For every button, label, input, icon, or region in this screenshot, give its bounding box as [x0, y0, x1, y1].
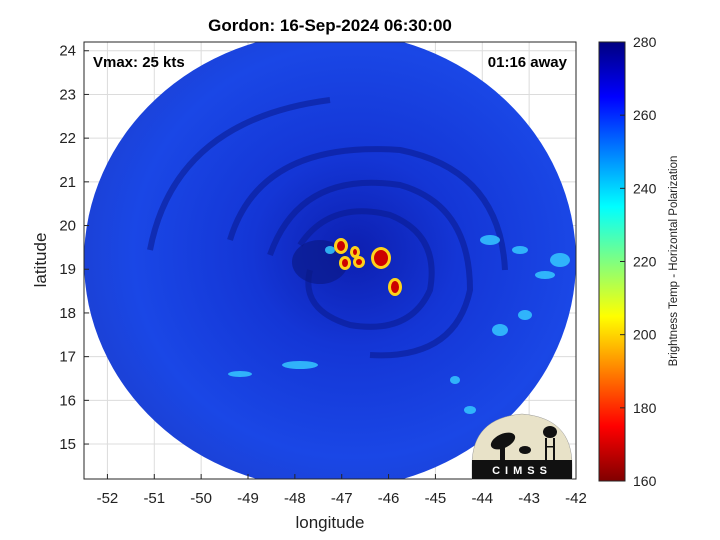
warm-region [325, 246, 335, 254]
y-tick-label: 24 [59, 43, 76, 60]
y-tick-label: 22 [59, 130, 76, 147]
colorbar-tick-label: 200 [633, 327, 657, 343]
spiral-band [227, 146, 508, 271]
x-axis-label: longitude [295, 513, 364, 532]
colorbar-tick-label: 160 [633, 473, 657, 489]
y-tick-label: 19 [59, 261, 76, 278]
y-tick-label: 20 [59, 218, 76, 235]
x-tick-label: -45 [425, 490, 447, 507]
warm-region [535, 271, 555, 279]
spiral-band [147, 97, 331, 251]
y-tick-label: 15 [59, 436, 76, 453]
warm-region [464, 406, 476, 414]
x-tick-label: -52 [97, 490, 119, 507]
warm-region [228, 371, 252, 377]
logo-text: CIMSS [492, 465, 552, 477]
deep-convection-cell [374, 250, 388, 266]
x-tick-label: -51 [143, 490, 165, 507]
x-tick-label: -43 [518, 490, 540, 507]
spiral-band [297, 208, 435, 330]
x-tick-label: -49 [237, 490, 259, 507]
y-tick-label: 16 [59, 392, 76, 409]
deep-convection-cell [353, 249, 357, 255]
deep-convection-cell [356, 259, 362, 265]
time-away-label: 01:16 away [488, 54, 568, 71]
x-tick-label: -46 [378, 490, 400, 507]
y-axis-label: latitude [31, 233, 50, 288]
y-tick-label: 17 [59, 349, 76, 366]
warm-region [518, 310, 532, 320]
colorbar-tick-label: 240 [633, 180, 657, 196]
warm-region [550, 253, 570, 267]
spiral-band [267, 179, 474, 359]
warm-region [492, 324, 508, 336]
map-title: Gordon: 16-Sep-2024 06:30:00 [208, 16, 452, 35]
x-tick-label: -50 [190, 490, 212, 507]
plot-frame [83, 41, 577, 480]
cimss-logo: CIMSS [471, 413, 573, 480]
storm-features [147, 97, 570, 414]
colorbar: 160 180 200 220 240 260 280 Brightness Temp - … [598, 34, 680, 489]
y-tick-label: 21 [59, 174, 76, 191]
deep-convection-cell [391, 281, 399, 293]
water-tower-icon [543, 426, 557, 460]
x-axis-ticks: -52 -51 -50 -49 -48 -47 -46 -45 -44 -43 -42 [97, 474, 587, 507]
y-tick-label: 23 [59, 86, 76, 103]
x-tick-label: -44 [471, 490, 493, 507]
warm-region [282, 361, 318, 369]
colorbar-ticks: 160 180 200 220 240 260 280 [620, 34, 657, 489]
satellite-dish-icon [490, 432, 531, 460]
colorbar-tick-label: 260 [633, 107, 657, 123]
y-axis-ticks: 15 16 17 18 19 20 21 22 23 24 [59, 43, 89, 453]
y-tick-label: 18 [59, 305, 76, 322]
colorbar-tick-label: 220 [633, 254, 657, 270]
x-tick-label: -48 [284, 490, 306, 507]
warm-region [450, 376, 460, 384]
colorbar-tick-label: 180 [633, 400, 657, 416]
vmax-label: Vmax: 25 kts [93, 54, 185, 71]
deep-convection-cell [342, 259, 348, 267]
warm-region [512, 246, 528, 254]
deep-convection-cell [337, 241, 345, 251]
colorbar-tick-label: 280 [633, 34, 657, 50]
warm-region [480, 235, 500, 245]
map-plot-area: -52 -51 -50 -49 -48 -47 -46 -45 -44 -43 -42 15 16 17… [59, 41, 587, 507]
x-tick-label: -42 [565, 490, 587, 507]
x-tick-label: -47 [331, 490, 353, 507]
colorbar-label: Brightness Temp - Horizontal Polarizatio… [668, 156, 680, 367]
